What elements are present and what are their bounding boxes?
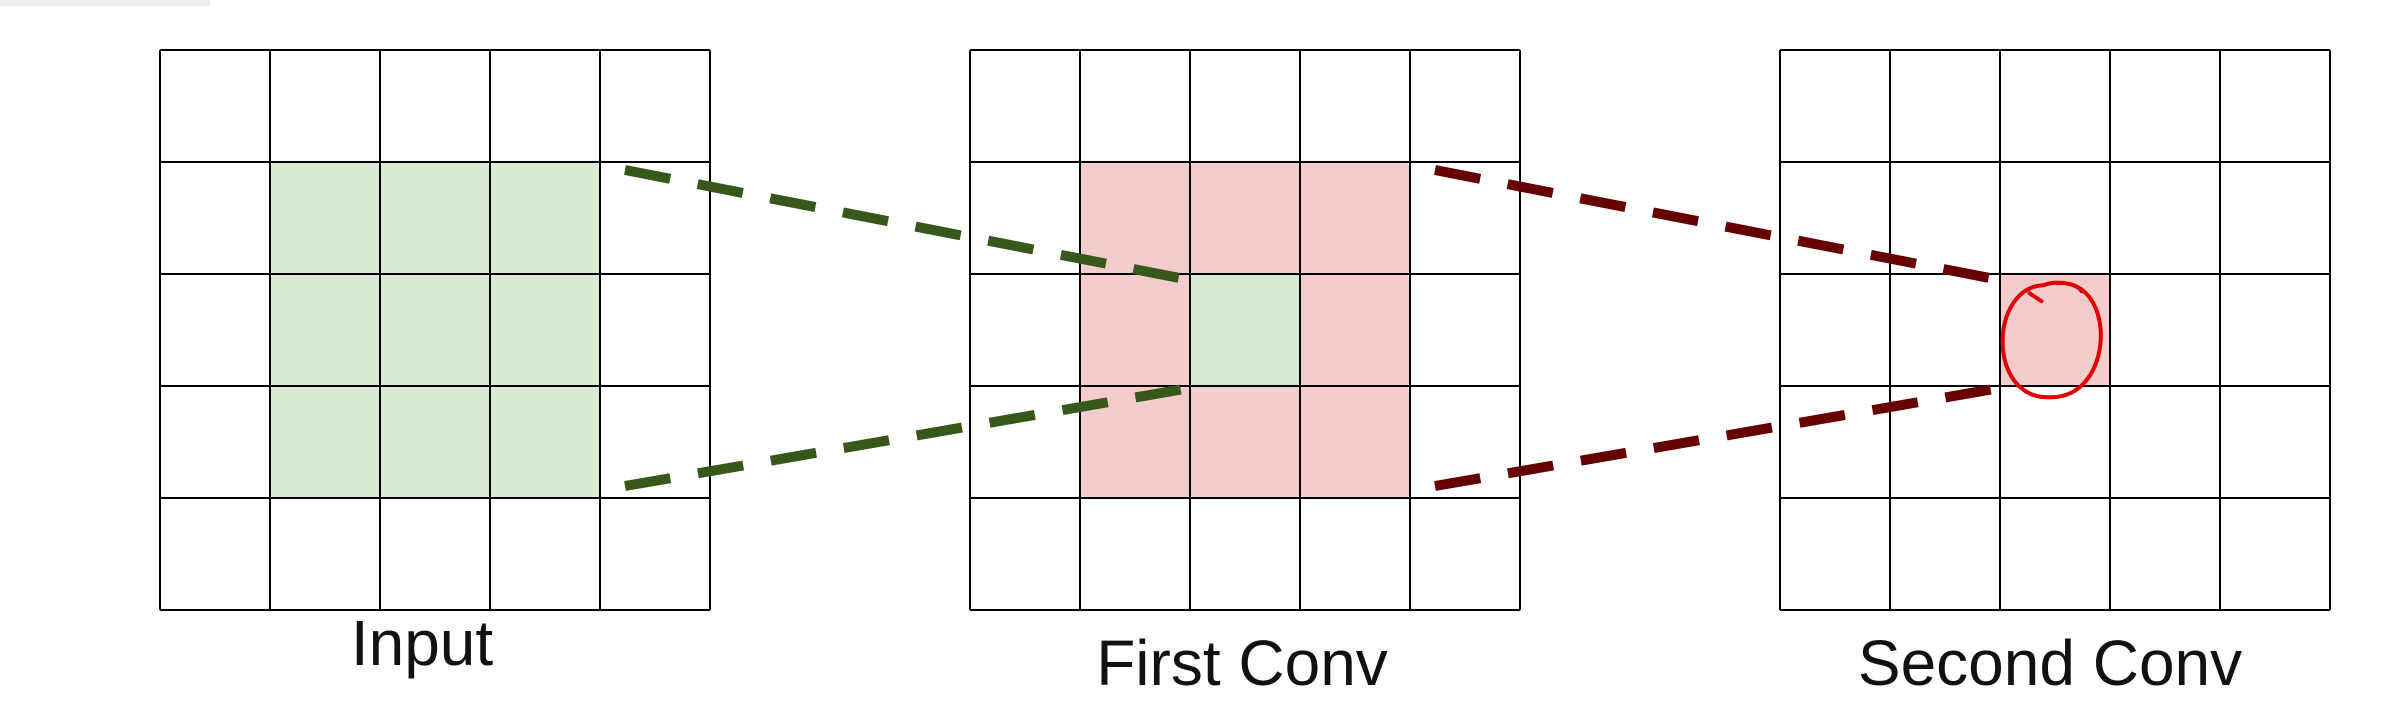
first-conv-grid-label: First Conv: [1096, 627, 1388, 699]
first-conv-highlight-cell: [1300, 386, 1410, 498]
first-conv-highlight-cell: [1300, 162, 1410, 274]
first-conv-highlight-cell: [1190, 274, 1300, 386]
connector-top-line: [1434, 165, 2001, 285]
cell-fills: [270, 162, 2110, 498]
first-conv-highlight-cell: [1190, 386, 1300, 498]
first-conv-to-second-conv-connector: [1434, 165, 2001, 491]
input-grid: [159, 49, 711, 611]
input-highlight-cell: [380, 162, 490, 274]
input-highlight-cell: [270, 274, 380, 386]
second-conv-highlight-cell: [2000, 274, 2110, 386]
input-highlight-cell: [490, 162, 600, 274]
input-highlight-cell: [380, 386, 490, 498]
top-left-tab: [0, 0, 210, 6]
first-conv-highlight-cell: [1190, 162, 1300, 274]
input-highlight-cell: [490, 386, 600, 498]
connector-bottom-line: [1434, 383, 2001, 491]
input-grid-label: Input: [351, 607, 494, 679]
input-highlight-cell: [270, 386, 380, 498]
first-conv-highlight-cell: [1300, 274, 1410, 386]
input-highlight-cell: [380, 274, 490, 386]
annotation-layer: [2000, 280, 2103, 400]
grid-lines: [159, 49, 2331, 611]
first-conv-highlight-cell: [1080, 162, 1190, 274]
first-conv-grid: [969, 49, 1521, 611]
hand-drawn-circle-annotation: [2000, 280, 2103, 400]
connector-top-line: [624, 165, 1191, 285]
input-highlight-cell: [270, 162, 380, 274]
second-conv-grid: [1779, 49, 2331, 611]
second-conv-grid-label: Second Conv: [1858, 627, 2242, 699]
input-to-first-conv-connector: [624, 165, 1191, 491]
first-conv-highlight-cell: [1080, 274, 1190, 386]
input-highlight-cell: [490, 274, 600, 386]
grid-labels: Input First Conv Second Conv: [351, 607, 2242, 699]
connector-bottom-line: [624, 383, 1191, 491]
dashed-connectors: [624, 165, 2001, 491]
